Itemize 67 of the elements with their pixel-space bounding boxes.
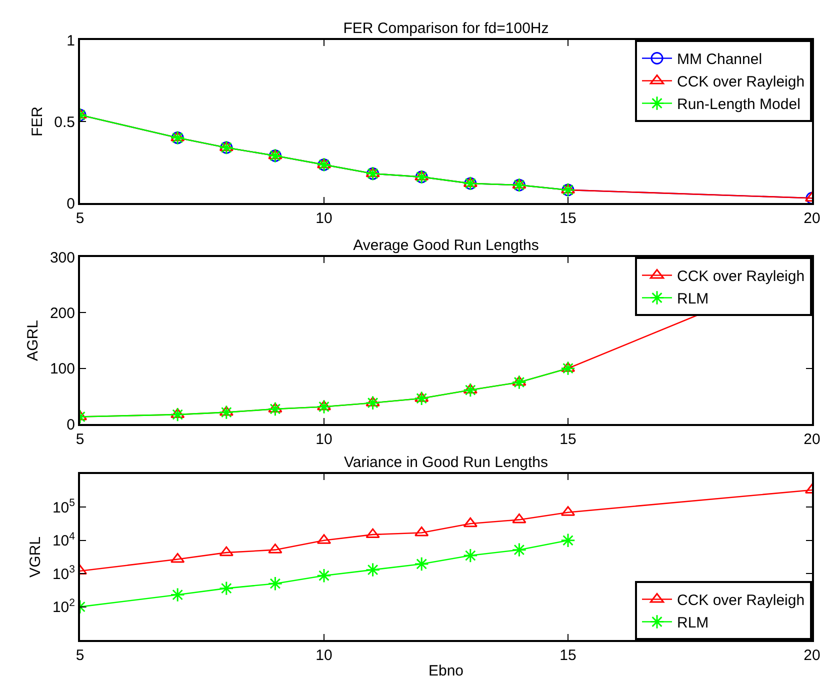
- x-tick-label: 15: [560, 210, 576, 227]
- point: [219, 580, 234, 596]
- point: [219, 404, 234, 420]
- y-tick-label: 10$^{4}$: [52, 530, 76, 550]
- y-tick-label: 0: [66, 195, 75, 212]
- point: [365, 396, 380, 410]
- chart-title: Average Good Run Lengths: [353, 237, 539, 254]
- y-axis-title: AGRL: [24, 320, 42, 361]
- x-tick-label: 15: [560, 647, 576, 664]
- legend-label: CCK over Rayleigh: [677, 268, 805, 286]
- y-tick-label: 200: [50, 304, 75, 322]
- point: [463, 384, 478, 394]
- x-tick-label: 20: [804, 431, 820, 448]
- legend-label: RLM: [677, 290, 709, 308]
- point: [316, 399, 332, 414]
- point: [268, 149, 282, 160]
- y-tick-label: 0.5: [54, 114, 75, 131]
- y-axis-title: FER: [28, 106, 46, 136]
- legend-label: RLM: [677, 614, 709, 632]
- x-tick-label: 10: [316, 431, 332, 448]
- y-tick-label: 0: [66, 416, 75, 434]
- y-tick-label: 10$^{3}$: [52, 564, 76, 583]
- point: [366, 167, 380, 178]
- y-axis-title: VGRL: [27, 536, 44, 578]
- legend-label: Run-Length Model: [677, 96, 800, 114]
- x-tick-label: 5: [76, 431, 84, 448]
- point: [316, 158, 332, 168]
- legend-label: MM Channel: [677, 51, 762, 68]
- point: [414, 391, 429, 406]
- y-tick-label: 100: [50, 360, 75, 378]
- point: [170, 407, 185, 422]
- legend-label: CCK over Rayleigh: [677, 592, 805, 610]
- point: [560, 533, 576, 548]
- point: [316, 400, 332, 410]
- x-tick-label: 20: [804, 210, 820, 227]
- point: [512, 542, 527, 558]
- point: [512, 178, 526, 189]
- x-tick-label: 5: [76, 210, 84, 227]
- point: [414, 556, 429, 572]
- x-tick-label: 5: [76, 647, 84, 664]
- point: [463, 548, 478, 563]
- y-tick-label: 1: [66, 32, 75, 50]
- point: [463, 382, 478, 398]
- legend-label: CCK over Rayleigh: [677, 74, 805, 91]
- chart-title: Variance in Good Run Lengths: [344, 454, 548, 471]
- point: [170, 408, 185, 418]
- x-tick-label: 20: [804, 647, 820, 664]
- chart-title: FER Comparison for fd=100Hz: [343, 20, 549, 37]
- point: [268, 402, 283, 416]
- y-tick-label: 10$^{2}$: [52, 596, 76, 616]
- point: [512, 513, 526, 524]
- x-tick-label: 15: [560, 431, 576, 448]
- point: [219, 546, 234, 556]
- point: [512, 374, 527, 390]
- y-tick-label: 300: [50, 249, 75, 266]
- x-tick-label: 10: [316, 210, 332, 227]
- point: [219, 141, 234, 152]
- x-axis-title: Ebno: [428, 662, 464, 680]
- point: [366, 528, 380, 538]
- point: [170, 587, 185, 602]
- point: [316, 568, 332, 583]
- point: [463, 517, 478, 528]
- x-tick-label: 10: [316, 647, 332, 664]
- point: [365, 562, 380, 578]
- point: [268, 576, 283, 591]
- y-tick-label: 10$^{5}$: [52, 497, 76, 516]
- point: [560, 360, 576, 376]
